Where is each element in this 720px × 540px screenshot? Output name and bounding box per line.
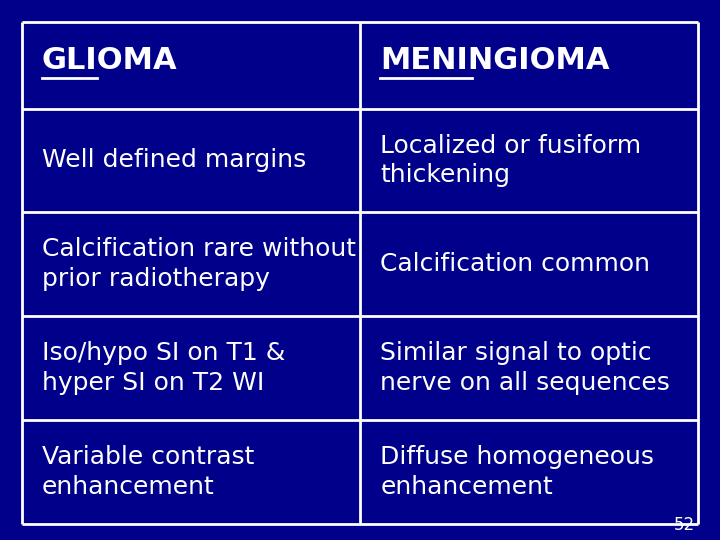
- Text: Well defined margins: Well defined margins: [42, 148, 306, 172]
- Text: Iso/hypo SI on T1 &
hyper SI on T2 WI: Iso/hypo SI on T1 & hyper SI on T2 WI: [42, 341, 285, 395]
- Text: Calcification common: Calcification common: [380, 252, 650, 276]
- Text: Similar signal to optic
nerve on all sequences: Similar signal to optic nerve on all seq…: [380, 341, 670, 395]
- Text: Localized or fusiform
thickening: Localized or fusiform thickening: [380, 133, 642, 187]
- Text: Diffuse homogeneous
enhancement: Diffuse homogeneous enhancement: [380, 445, 654, 499]
- Text: MENINGIOMA: MENINGIOMA: [380, 46, 610, 75]
- Text: Calcification rare without
prior radiotherapy: Calcification rare without prior radioth…: [42, 238, 356, 291]
- Text: Variable contrast
enhancement: Variable contrast enhancement: [42, 445, 254, 499]
- Text: GLIOMA: GLIOMA: [42, 46, 178, 75]
- Text: 52: 52: [674, 516, 695, 534]
